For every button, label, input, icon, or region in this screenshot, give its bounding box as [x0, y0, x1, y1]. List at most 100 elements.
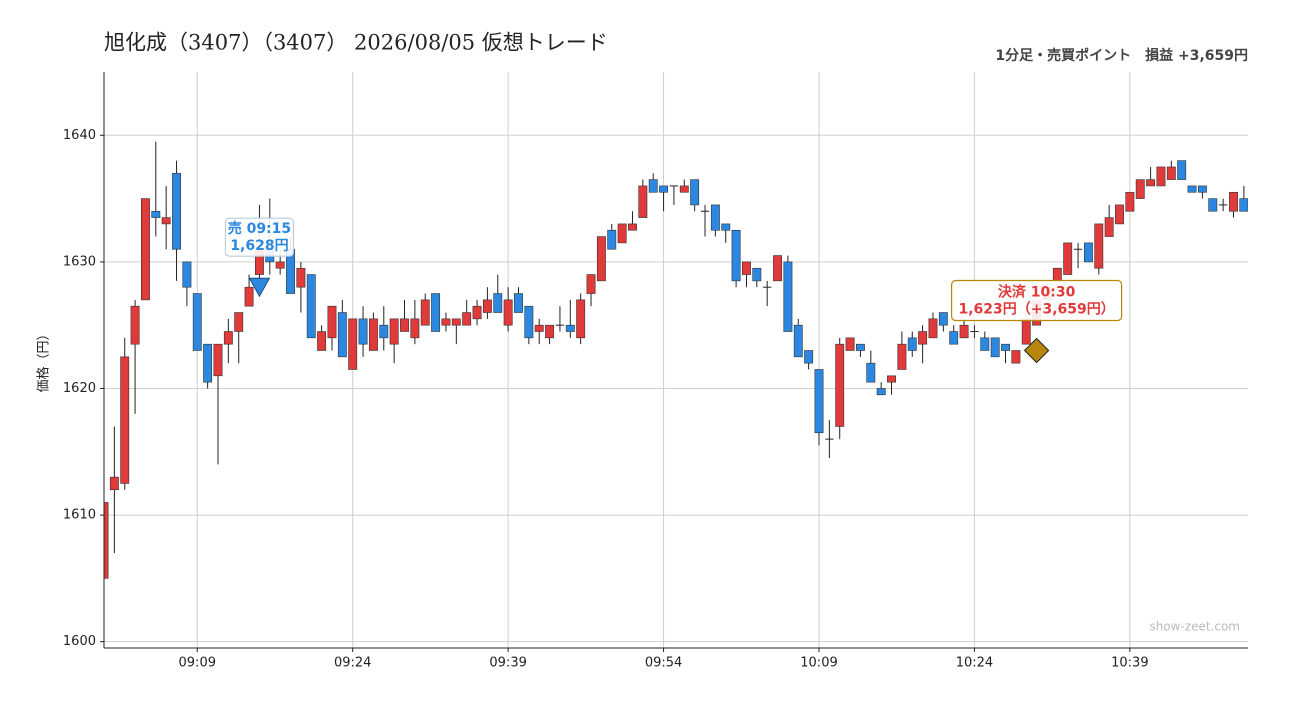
candle-body [379, 324, 389, 339]
candle-body [617, 223, 627, 244]
candle-body [990, 337, 1000, 358]
candle-body [223, 331, 233, 345]
plot [104, 141, 1248, 579]
candle-body [845, 337, 855, 351]
candle-body [358, 318, 368, 345]
candle-body [172, 172, 181, 250]
candle-body [1197, 185, 1207, 193]
candle-body [524, 305, 534, 339]
candle-body [690, 179, 700, 206]
y-tick-label: 1630 [63, 254, 96, 269]
candle-body [296, 267, 306, 288]
candle-body [928, 318, 938, 339]
candle-body [783, 261, 793, 332]
candle-body [742, 261, 751, 275]
candle-body [907, 337, 917, 351]
watermark: show-zeet.com [1149, 620, 1240, 634]
candle-body [120, 356, 130, 484]
candle-body [1001, 343, 1010, 351]
candle-body [773, 255, 782, 282]
candle-body [1156, 166, 1166, 187]
candle-body [317, 331, 327, 351]
candle-body [1187, 185, 1197, 193]
candle-body [420, 299, 430, 326]
candle-body [151, 210, 161, 218]
candle-body [348, 318, 358, 370]
x-tick-label: 10:24 [956, 656, 993, 671]
candle-body [389, 318, 399, 345]
candle-body [596, 236, 606, 282]
candle-body [586, 274, 596, 294]
candle-body [234, 312, 244, 332]
candle-body [1083, 242, 1093, 263]
annotation-box [224, 217, 295, 257]
candle-body [213, 343, 223, 377]
candle-body [503, 299, 513, 326]
candle-body [835, 343, 845, 427]
candle-body [721, 223, 731, 231]
candle-body [275, 261, 285, 269]
candle-body [1115, 204, 1124, 225]
x-tick-label: 09:24 [334, 656, 371, 671]
candle-body [306, 274, 316, 339]
candle-body [1094, 223, 1104, 269]
x-tick-label: 10:39 [1111, 656, 1148, 671]
candle-body [410, 318, 420, 339]
candle-body [1229, 191, 1238, 212]
candle-body [130, 305, 140, 345]
candle-body [327, 305, 337, 339]
candle-body [1104, 217, 1114, 237]
candle-body [959, 324, 969, 339]
candle-body [648, 179, 658, 193]
candle-body [141, 198, 150, 301]
candle-body [400, 318, 409, 332]
chart-subtitle: 1分足・売買ポイント 損益 +3,659円 [995, 47, 1248, 64]
candle-body [949, 331, 959, 345]
candle-body [876, 388, 886, 396]
candle-body [493, 293, 503, 313]
candle-body [109, 476, 119, 491]
candle-body [1146, 179, 1156, 187]
y-axis-label: 価格（円） [36, 327, 52, 392]
candle-body [1166, 166, 1176, 180]
candle-body [244, 286, 254, 307]
candle-body [104, 502, 109, 579]
candle-body [804, 350, 814, 364]
x-tick-label: 09:09 [179, 656, 216, 671]
annotation-text: 1,623円（+3,659円） [958, 302, 1114, 318]
candle-body [534, 324, 544, 332]
candle-body [203, 343, 213, 383]
chart-title: 旭化成（3407）（3407） 2026/08/05 仮想トレード [104, 31, 608, 55]
candle-body [1177, 160, 1187, 180]
sell-marker [248, 277, 271, 298]
annotation-text: 決済 10:30 [998, 284, 1076, 301]
candle-body [576, 299, 586, 339]
y-tick-label: 1610 [63, 508, 96, 523]
candle-body [814, 369, 824, 434]
candle-body [1208, 198, 1218, 212]
candle-body [659, 185, 669, 193]
candle-body [793, 324, 803, 358]
x-tick-label: 10:09 [800, 656, 837, 671]
candle-body [1125, 191, 1135, 212]
candle-body [752, 267, 762, 282]
candle-body [472, 305, 482, 320]
candle-body [938, 312, 948, 326]
x-tick-label: 09:39 [489, 656, 526, 671]
candle-body [856, 343, 865, 351]
y-tick-label: 1600 [63, 634, 96, 649]
candle-body [545, 324, 555, 339]
candle-body [918, 331, 928, 345]
candle-body [1021, 318, 1031, 345]
candle-body [731, 229, 741, 282]
x-tick-label: 09:54 [645, 656, 682, 671]
candle-body [431, 293, 441, 332]
candle-body [482, 299, 492, 313]
candle-body [897, 343, 907, 370]
candle-body [980, 337, 990, 351]
candle-body [368, 318, 378, 351]
candle-body [607, 229, 617, 250]
candle-body [565, 324, 575, 332]
